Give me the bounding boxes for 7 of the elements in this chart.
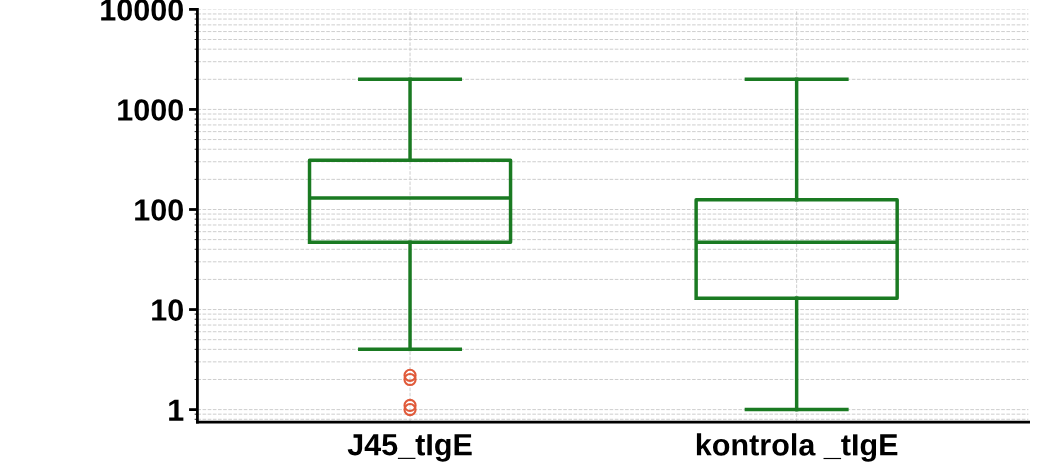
y-tick-label: 100 — [135, 199, 183, 221]
x-tick-label: J45_tIgE — [347, 434, 472, 462]
y-tick-label: 10 — [152, 299, 183, 321]
x-tick-label: kontrola _tIgE — [696, 433, 898, 462]
y-tick-label: 1 — [169, 399, 184, 421]
y-tick-label: 1000 — [118, 99, 183, 121]
y-tick-label: 10000 — [101, 0, 183, 21]
